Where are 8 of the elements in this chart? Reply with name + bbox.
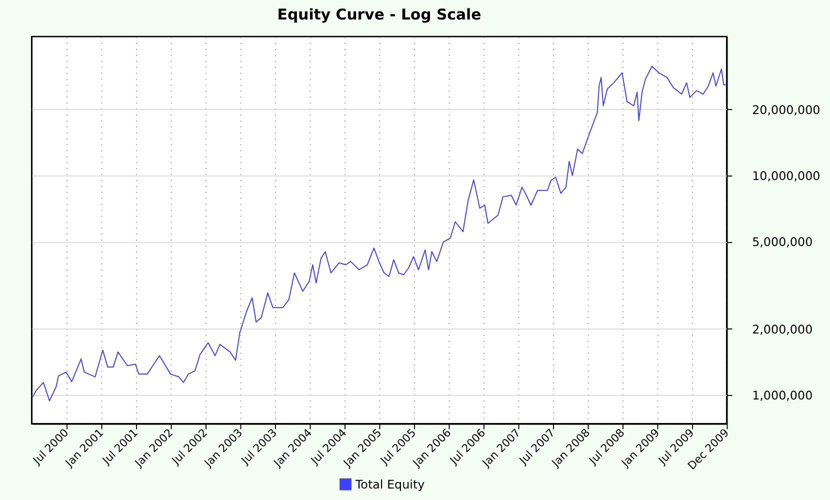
y-tick-label: 20,000,000 [752,102,820,117]
legend-label: Total Equity [354,477,425,492]
y-tick-label: 1,000,000 [752,388,813,402]
y-tick-label: 5,000,000 [752,235,813,250]
y-tick-label: 10,000,000 [752,169,820,184]
y-tick-label: 2,000,000 [752,322,813,336]
line-series [32,66,727,402]
chart-title: Equity Curve - Log Scale [277,6,482,24]
